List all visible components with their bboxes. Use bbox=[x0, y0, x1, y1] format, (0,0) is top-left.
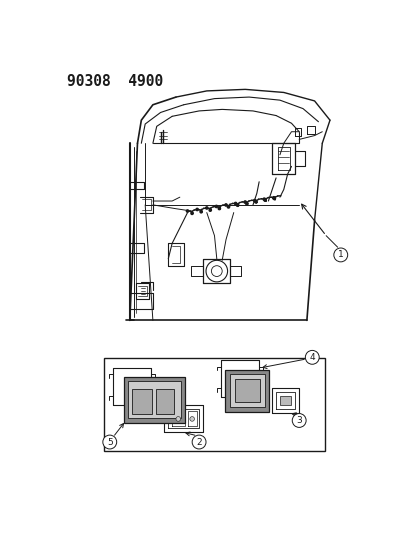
Circle shape bbox=[227, 206, 229, 208]
Circle shape bbox=[245, 203, 247, 205]
Circle shape bbox=[243, 201, 246, 203]
Circle shape bbox=[209, 209, 211, 211]
Text: 90308  4900: 90308 4900 bbox=[66, 74, 162, 89]
FancyBboxPatch shape bbox=[229, 374, 264, 407]
Circle shape bbox=[234, 203, 236, 205]
FancyBboxPatch shape bbox=[128, 381, 180, 418]
FancyBboxPatch shape bbox=[156, 389, 173, 414]
Circle shape bbox=[273, 197, 275, 199]
Circle shape bbox=[262, 198, 265, 200]
Circle shape bbox=[102, 435, 116, 449]
Circle shape bbox=[305, 350, 318, 364]
FancyBboxPatch shape bbox=[225, 370, 268, 412]
Text: 5: 5 bbox=[107, 438, 112, 447]
Circle shape bbox=[253, 199, 255, 202]
Circle shape bbox=[195, 208, 198, 211]
Circle shape bbox=[272, 197, 274, 199]
FancyBboxPatch shape bbox=[131, 389, 151, 414]
Circle shape bbox=[190, 417, 194, 421]
Circle shape bbox=[176, 417, 180, 421]
Text: 2: 2 bbox=[196, 438, 202, 447]
Circle shape bbox=[218, 207, 220, 209]
Circle shape bbox=[224, 204, 227, 206]
Circle shape bbox=[186, 210, 188, 212]
Text: 4: 4 bbox=[309, 353, 314, 362]
Text: 1: 1 bbox=[337, 251, 343, 260]
FancyBboxPatch shape bbox=[234, 379, 259, 401]
FancyBboxPatch shape bbox=[103, 358, 324, 450]
Circle shape bbox=[192, 435, 206, 449]
Circle shape bbox=[215, 205, 217, 207]
Circle shape bbox=[199, 211, 202, 213]
Circle shape bbox=[263, 199, 266, 201]
Text: 3: 3 bbox=[296, 416, 301, 425]
Circle shape bbox=[205, 207, 207, 209]
Circle shape bbox=[333, 248, 347, 262]
Circle shape bbox=[254, 201, 256, 203]
FancyBboxPatch shape bbox=[123, 377, 185, 423]
Bar bbox=[279, 396, 291, 405]
Circle shape bbox=[292, 414, 305, 427]
Circle shape bbox=[236, 204, 238, 206]
Circle shape bbox=[190, 212, 193, 214]
